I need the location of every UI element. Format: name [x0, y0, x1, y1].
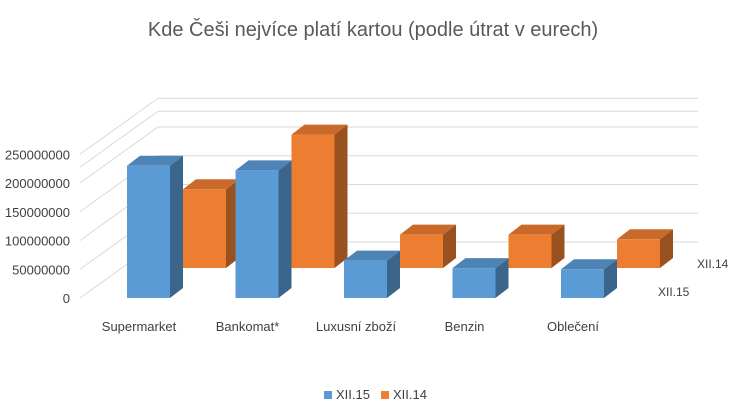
- category-label: Oblečení: [547, 319, 599, 334]
- category-label: Bankomat*: [216, 319, 280, 334]
- legend-swatch: [381, 391, 389, 399]
- category-labels: Supermarket Bankomat* Luxusní zboží Benzin O…: [102, 319, 600, 334]
- y-tick-label: 250000000: [5, 147, 70, 162]
- y-tick-label: 200000000: [5, 176, 70, 191]
- y-tick-label: 0: [63, 291, 70, 306]
- gridline-diagonal: [79, 126, 159, 184]
- bar-front: [508, 234, 552, 268]
- series-axis-label: XII.14: [697, 257, 729, 271]
- bar-top: [508, 224, 565, 235]
- bar-side: [334, 124, 348, 268]
- chart-title: Kde Češi nejvíce platí kartou (podle útr…: [148, 18, 598, 41]
- category-label: Benzin: [445, 319, 485, 334]
- bar-xii14-4: [617, 229, 673, 268]
- series-axis-labels: XII.14 XII.15: [658, 257, 729, 299]
- bar-top: [183, 179, 239, 190]
- bar-front: [235, 170, 279, 298]
- y-axis-ticks: 0 50000000 100000000 150000000 200000000 2500…: [5, 147, 70, 306]
- bar-xii14-0: [183, 179, 239, 268]
- bar-side: [551, 224, 565, 268]
- bar-top: [617, 229, 673, 240]
- y-tick-label: 50000000: [12, 262, 70, 277]
- bar-side: [170, 155, 183, 298]
- bar-xii15-2: [344, 250, 400, 298]
- bar-side: [278, 160, 292, 298]
- legend: XII.15 XII.14: [324, 387, 427, 402]
- bar-xii14-3: [508, 224, 565, 268]
- legend-item: XII.14: [381, 387, 427, 402]
- bar-side: [495, 258, 509, 298]
- bar-front: [452, 268, 496, 298]
- bar-front: [617, 239, 660, 268]
- bar-top: [561, 259, 617, 270]
- bar-side: [443, 224, 456, 268]
- bar-front: [291, 134, 335, 268]
- bar-top: [127, 155, 183, 166]
- bar-xii15-1: [235, 160, 292, 298]
- bar-side: [387, 250, 400, 298]
- category-label: Supermarket: [102, 319, 177, 334]
- bar-top: [344, 250, 400, 261]
- gridline-diagonal: [79, 97, 159, 155]
- y-tick-label: 150000000: [5, 205, 70, 220]
- bar-side: [604, 259, 617, 298]
- series-axis-label: XII.15: [658, 285, 690, 299]
- bar-top: [400, 224, 456, 235]
- category-label: Luxusní zboží: [316, 319, 397, 334]
- bar-front: [344, 260, 387, 298]
- bar-xii15-0: [127, 155, 183, 298]
- bar-side: [660, 229, 673, 268]
- legend-label: XII.14: [393, 387, 427, 402]
- gridline-diagonal: [79, 110, 159, 168]
- bar-xii15-3: [452, 258, 509, 298]
- legend-label: XII.15: [336, 387, 370, 402]
- bar-xii14-2: [400, 224, 456, 268]
- legend-swatch: [324, 391, 332, 399]
- bar-top: [235, 160, 292, 171]
- bar-front: [127, 165, 170, 298]
- bar-xii14-1: [291, 124, 348, 268]
- bar-front: [561, 269, 604, 298]
- bars: [127, 124, 673, 298]
- y-tick-label: 100000000: [5, 234, 70, 249]
- bar-front: [400, 234, 443, 268]
- bar-front: [183, 189, 226, 268]
- bar-top: [452, 258, 509, 269]
- legend-item: XII.15: [324, 387, 370, 402]
- bar-top: [291, 124, 348, 135]
- bar-xii15-4: [561, 259, 617, 298]
